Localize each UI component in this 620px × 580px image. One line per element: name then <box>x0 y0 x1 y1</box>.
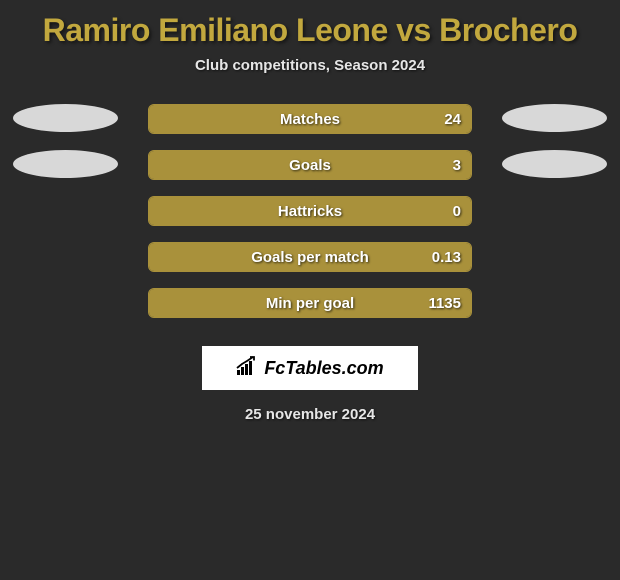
stat-row: Hattricks0 <box>8 196 612 226</box>
stat-value-right: 24 <box>434 105 471 133</box>
stats-list: Matches24 Goals3 Hattricks0 Goals per match… <box>8 104 612 318</box>
page-title: Ramiro Emiliano Leone vs Brochero <box>8 12 612 49</box>
player-right-marker <box>502 150 607 178</box>
stat-row: Goals per match0.13 <box>8 242 612 272</box>
stat-bar: Min per goal1135 <box>148 288 472 318</box>
stat-value-left <box>149 289 169 317</box>
stat-bar: Hattricks0 <box>148 196 472 226</box>
stat-value-left <box>149 151 169 179</box>
stat-label: Hattricks <box>149 197 471 225</box>
stat-row: Min per goal1135 <box>8 288 612 318</box>
stat-value-right: 3 <box>443 151 471 179</box>
comparison-panel: Ramiro Emiliano Leone vs Brochero Club c… <box>0 0 620 435</box>
stat-row: Matches24 <box>8 104 612 134</box>
brand-badge[interactable]: FcTables.com <box>202 346 418 390</box>
stat-value-left <box>149 197 169 225</box>
stat-bar: Goals per match0.13 <box>148 242 472 272</box>
player-left-marker <box>13 104 118 132</box>
stat-bar: Goals3 <box>148 150 472 180</box>
stat-value-right: 0 <box>443 197 471 225</box>
brand-label: FcTables.com <box>264 358 383 379</box>
stat-label: Goals <box>149 151 471 179</box>
stat-value-right: 1135 <box>418 289 471 317</box>
stat-row: Goals3 <box>8 150 612 180</box>
bar-chart-rising-icon <box>236 356 260 381</box>
stat-value-left <box>149 105 169 133</box>
stat-bar: Matches24 <box>148 104 472 134</box>
date-label: 25 november 2024 <box>8 406 612 423</box>
player-right-marker <box>502 104 607 132</box>
stat-value-right: 0.13 <box>422 243 471 271</box>
season-subtitle: Club competitions, Season 2024 <box>8 57 612 74</box>
stat-label: Matches <box>149 105 471 133</box>
player-left-marker <box>13 150 118 178</box>
stat-value-left <box>149 243 169 271</box>
